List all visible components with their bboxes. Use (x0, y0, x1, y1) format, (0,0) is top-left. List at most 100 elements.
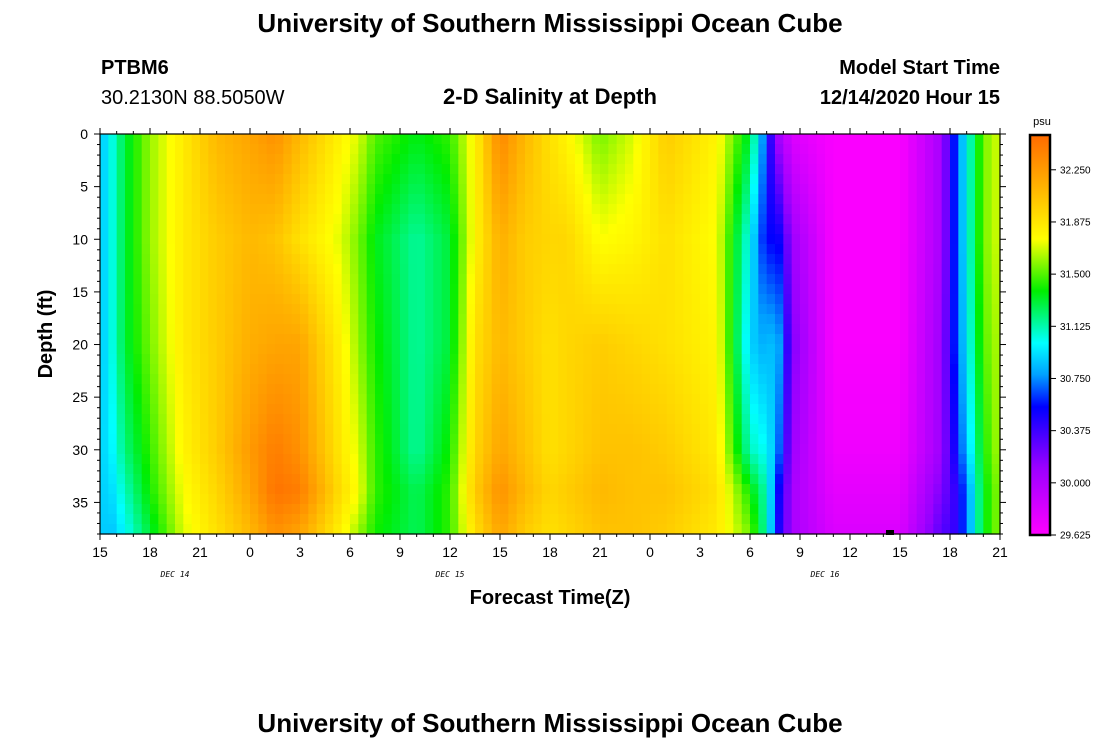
heatmap-cell (408, 454, 418, 465)
heatmap-cell (633, 254, 643, 265)
heatmap-cell (933, 434, 943, 445)
heatmap-cell (633, 514, 643, 525)
heatmap-cell (791, 204, 801, 215)
heatmap-cell (558, 304, 568, 315)
heatmap-cell (691, 494, 701, 505)
heatmap-cell (966, 224, 976, 235)
heatmap-cell (266, 334, 276, 345)
heatmap-cell (616, 164, 626, 175)
heatmap-cell (383, 304, 393, 315)
heatmap-cell (300, 424, 309, 435)
heatmap-cell (625, 344, 634, 355)
heatmap-cell (400, 474, 409, 485)
heatmap-cell (266, 344, 276, 355)
heatmap-cell (841, 234, 851, 245)
heatmap-cell (916, 194, 926, 205)
heatmap-cell (325, 324, 334, 335)
heatmap-cell (166, 514, 176, 525)
heatmap-cell (850, 254, 859, 265)
heatmap-cell (250, 414, 259, 425)
heatmap-cell (733, 274, 743, 285)
x-tick-label: 15 (492, 544, 508, 560)
heatmap-cell (425, 434, 434, 445)
heatmap-cell (308, 354, 318, 365)
heatmap-cell (600, 134, 609, 145)
heatmap-cell (866, 384, 876, 395)
heatmap-cell (416, 354, 426, 365)
heatmap-cell (700, 514, 709, 525)
heatmap-cell (400, 334, 409, 345)
heatmap-cell (666, 474, 676, 485)
heatmap-cell (583, 204, 593, 215)
heatmap-cell (508, 404, 518, 415)
heatmap-cell (525, 204, 534, 215)
heatmap-cell (516, 154, 526, 165)
heatmap-cell (975, 184, 984, 195)
heatmap-cell (700, 234, 709, 245)
heatmap-cell (933, 274, 943, 285)
heatmap-cell (958, 434, 968, 445)
heatmap-cell (425, 444, 434, 455)
heatmap-cell (291, 344, 301, 355)
heatmap-cell (141, 264, 151, 275)
heatmap-cell (441, 464, 451, 475)
heatmap-cell (316, 364, 326, 375)
heatmap-cell (133, 474, 143, 485)
heatmap-cell (525, 184, 534, 195)
heatmap-cell (466, 454, 476, 465)
heatmap-cell (916, 274, 926, 285)
heatmap-cell (916, 264, 926, 275)
heatmap-cell (991, 224, 1001, 235)
heatmap-cell (875, 504, 884, 515)
heatmap-cell (975, 154, 984, 165)
heatmap-cell (608, 184, 618, 195)
heatmap-cell (841, 224, 851, 235)
heatmap-cell (241, 294, 251, 305)
heatmap-cell (725, 304, 734, 315)
heatmap-cell (500, 274, 509, 285)
heatmap-cell (783, 254, 793, 265)
heatmap-cell (758, 454, 768, 465)
heatmap-cell (225, 134, 234, 145)
heatmap-cell (966, 204, 976, 215)
heatmap-cell (225, 444, 234, 455)
heatmap-cell (475, 164, 484, 175)
heatmap-cell (733, 484, 743, 495)
heatmap-cell (866, 444, 876, 455)
heatmap-cell (550, 454, 559, 465)
heatmap-cell (450, 474, 459, 485)
heatmap-cell (683, 244, 693, 255)
heatmap-cell (116, 464, 126, 475)
heatmap-cell (600, 234, 609, 245)
heatmap-cell (983, 214, 993, 225)
heatmap-cell (458, 394, 468, 405)
heatmap-cell (716, 404, 726, 415)
heatmap-cell (941, 394, 951, 405)
heatmap-cell (391, 154, 401, 165)
heatmap-cell (708, 364, 718, 375)
heatmap-cell (675, 284, 684, 295)
heatmap-cell (366, 484, 376, 495)
heatmap-cell (566, 164, 576, 175)
heatmap-cell (233, 474, 243, 485)
heatmap-cell (166, 404, 176, 415)
heatmap-cell (175, 404, 184, 415)
heatmap-cell (500, 174, 509, 185)
heatmap-cell (775, 444, 784, 455)
heatmap-cell (166, 424, 176, 435)
heatmap-cell (583, 174, 593, 185)
heatmap-cell (341, 464, 351, 475)
heatmap-cell (200, 244, 209, 255)
heatmap-cell (233, 184, 243, 195)
heatmap-cell (250, 464, 259, 475)
heatmap-cell (800, 374, 809, 385)
heatmap-cell (150, 374, 159, 385)
heatmap-cell (866, 504, 876, 515)
heatmap-cell (425, 264, 434, 275)
heatmap-cell (766, 384, 776, 395)
heatmap-cell (750, 244, 759, 255)
heatmap-cell (941, 384, 951, 395)
heatmap-cell (733, 434, 743, 445)
heatmap-cell (475, 514, 484, 525)
heatmap-cell (841, 414, 851, 425)
